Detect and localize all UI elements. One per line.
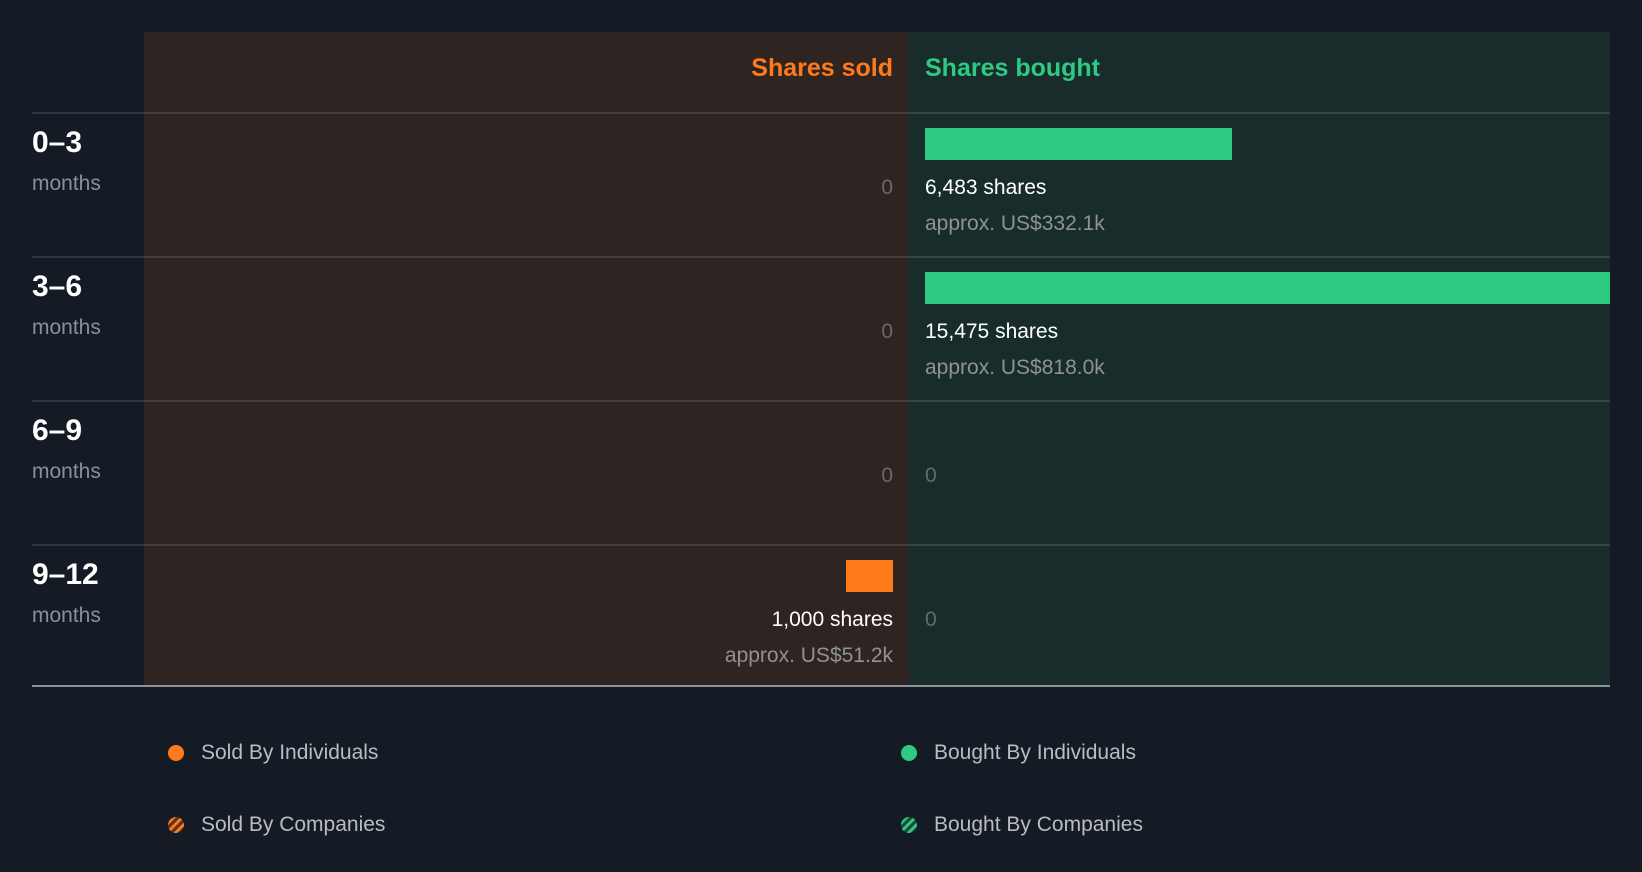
bought-zero-value: 0 <box>925 464 937 487</box>
bought-zero-value: 0 <box>925 608 937 631</box>
insider-trading-chart: Shares sold Shares bought 0–3 months 0 6… <box>32 32 1610 687</box>
shares-bought-header: Shares bought <box>925 54 1101 82</box>
bought-cell: 6,483 shares approx. US$332.1k <box>925 112 1610 256</box>
legend-sold-individuals: Sold By Individuals <box>168 741 378 765</box>
sold-column-background <box>144 32 909 686</box>
chart-baseline <box>32 685 1610 687</box>
period-label: 0–3 <box>32 126 83 159</box>
legend-label: Sold By Companies <box>201 813 386 836</box>
period-label: 6–9 <box>32 414 83 447</box>
sold-cell: 0 <box>144 256 893 400</box>
legend-label: Sold By Individuals <box>201 741 379 764</box>
bought-shares: 6,483 shares <box>925 176 1047 199</box>
legend-label: Bought By Companies <box>934 813 1143 836</box>
row-divider <box>32 112 1610 114</box>
sold-cell: 0 <box>144 112 893 256</box>
period-row-0-3: 0–3 months 0 6,483 shares approx. US$332… <box>32 112 1610 256</box>
legend-label: Bought By Individuals <box>934 741 1136 764</box>
striped-orange-dot-icon <box>168 817 184 833</box>
solid-orange-dot-icon <box>168 745 184 761</box>
period-label: 9–12 <box>32 558 99 591</box>
row-divider <box>32 400 1610 402</box>
period-row-9-12: 9–12 months 1,000 shares approx. US$51.2… <box>32 544 1610 688</box>
period-row-6-9: 6–9 months 0 0 <box>32 400 1610 544</box>
sold-zero-value: 0 <box>881 464 893 487</box>
period-label: 3–6 <box>32 270 83 303</box>
period-unit: months <box>32 316 101 339</box>
period-row-3-6: 3–6 months 0 15,475 shares approx. US$81… <box>32 256 1610 400</box>
sold-approx-value: approx. US$51.2k <box>724 644 893 667</box>
sold-zero-value: 0 <box>881 176 893 199</box>
shares-sold-header: Shares sold <box>751 54 893 82</box>
striped-green-dot-icon <box>901 817 917 833</box>
row-divider <box>32 256 1610 258</box>
sold-bar[interactable] <box>846 560 893 592</box>
period-unit: months <box>32 172 101 195</box>
bought-cell: 0 <box>925 400 1610 544</box>
period-unit: months <box>32 604 101 627</box>
bought-approx-value: approx. US$332.1k <box>925 212 1105 235</box>
sold-cell: 0 <box>144 400 893 544</box>
legend-bought-individuals: Bought By Individuals <box>901 741 1136 765</box>
bought-approx-value: approx. US$818.0k <box>925 356 1105 379</box>
legend-sold-companies: Sold By Companies <box>168 813 385 837</box>
bought-cell: 0 <box>925 544 1610 688</box>
bought-bar[interactable] <box>925 272 1610 304</box>
sold-shares: 1,000 shares <box>771 608 893 631</box>
solid-green-dot-icon <box>901 745 917 761</box>
bought-bar[interactable] <box>925 128 1232 160</box>
bought-shares: 15,475 shares <box>925 320 1059 343</box>
row-divider <box>32 544 1610 546</box>
sold-cell: 1,000 shares approx. US$51.2k <box>144 544 893 688</box>
period-unit: months <box>32 460 101 483</box>
sold-zero-value: 0 <box>881 320 893 343</box>
legend-bought-companies: Bought By Companies <box>901 813 1143 837</box>
bought-cell: 15,475 shares approx. US$818.0k <box>925 256 1610 400</box>
